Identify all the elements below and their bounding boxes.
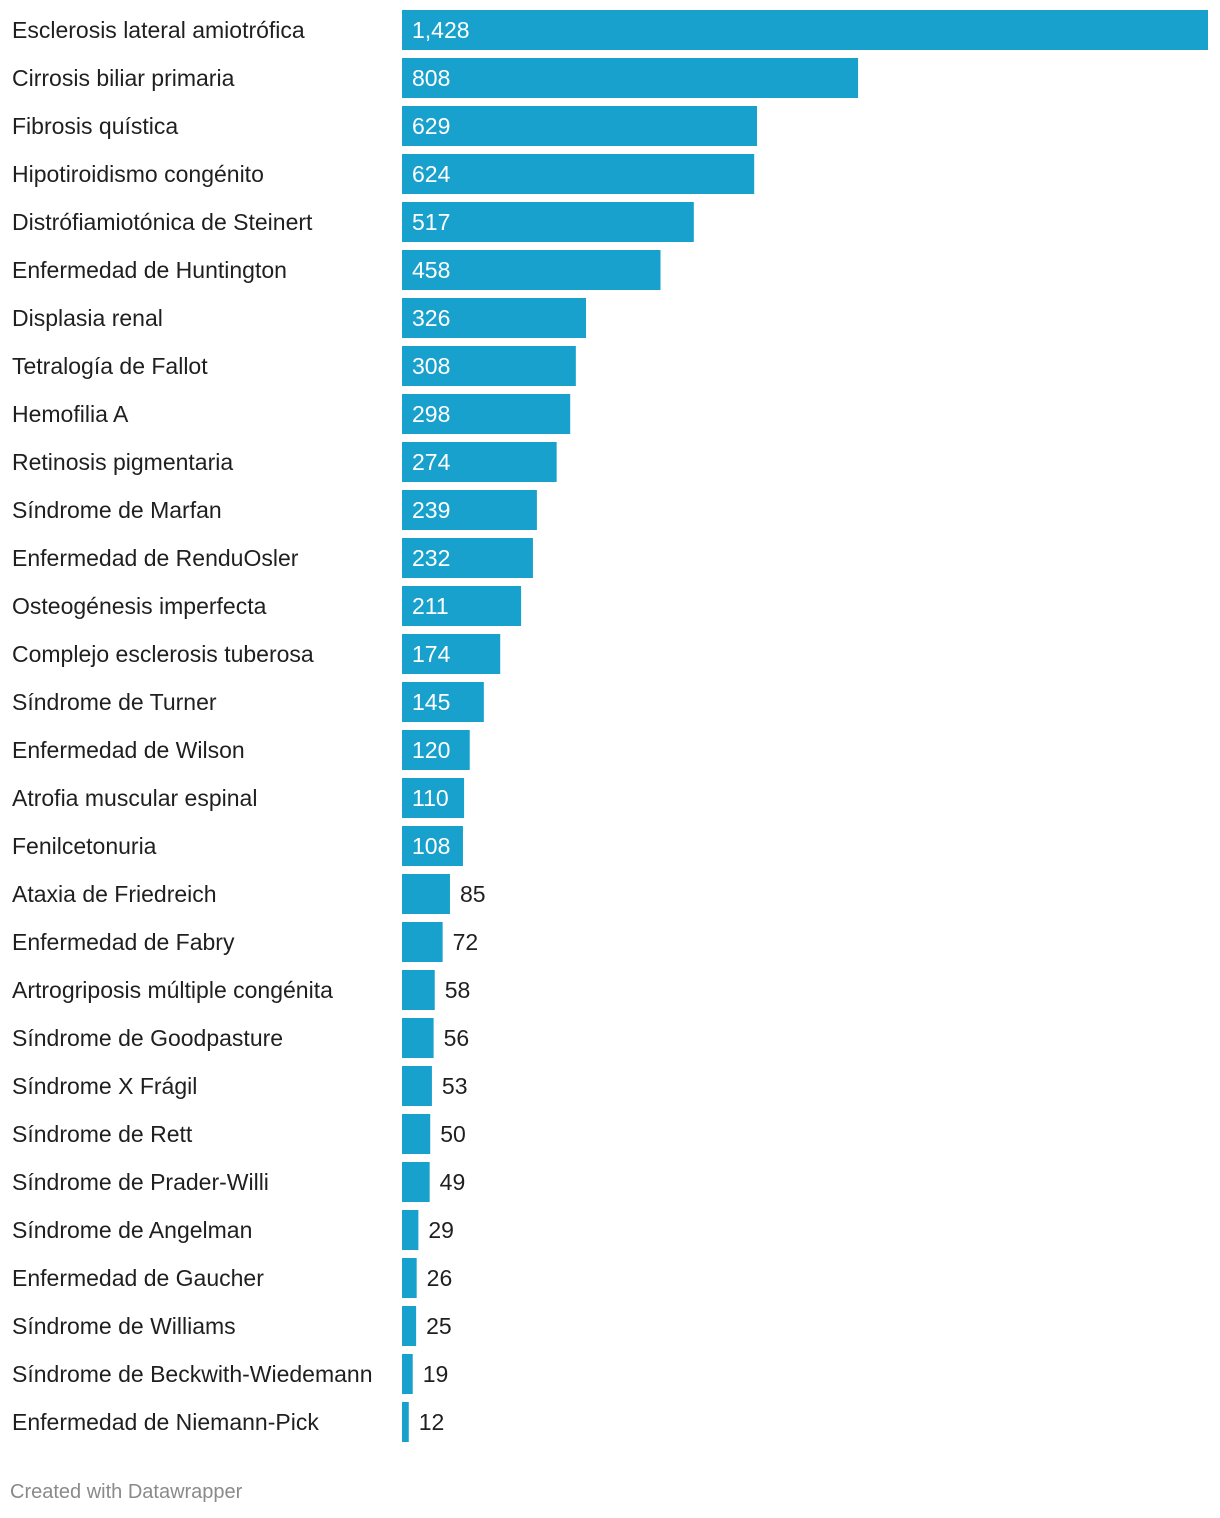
value-label: 1,428 — [412, 17, 470, 43]
bar — [402, 586, 522, 626]
bar — [402, 442, 557, 482]
category-label: Fibrosis quística — [12, 113, 178, 139]
value-label: 624 — [412, 161, 451, 187]
value-label: 274 — [412, 449, 451, 475]
value-label: 19 — [423, 1361, 449, 1387]
category-label: Síndrome de Beckwith-Wiedemann — [12, 1361, 373, 1387]
bar — [402, 394, 571, 434]
bar — [402, 826, 463, 866]
bar — [402, 1066, 432, 1106]
bar — [402, 538, 533, 578]
value-label: 85 — [460, 881, 486, 907]
value-label: 53 — [442, 1073, 468, 1099]
bar — [402, 10, 1208, 50]
bar — [402, 1162, 430, 1202]
value-label: 326 — [412, 305, 450, 331]
bar — [402, 154, 755, 194]
category-label: Enfermedad de Gaucher — [12, 1265, 264, 1291]
category-label: Enfermedad de Huntington — [12, 257, 287, 283]
bar — [402, 778, 465, 818]
category-label: Distrófiamiotónica de Steinert — [12, 209, 313, 235]
value-label: 239 — [412, 497, 450, 523]
value-label: 50 — [440, 1121, 466, 1147]
datawrapper-credit[interactable]: Created with Datawrapper — [10, 1481, 243, 1503]
bar — [402, 1018, 434, 1058]
bar — [402, 1258, 417, 1298]
category-label: Enfermedad de Wilson — [12, 737, 245, 763]
bar — [402, 1354, 413, 1394]
value-label: 458 — [412, 257, 450, 283]
bar — [402, 490, 537, 530]
value-label: 120 — [412, 737, 450, 763]
value-label: 517 — [412, 209, 450, 235]
bar — [402, 730, 470, 770]
bar — [402, 682, 484, 722]
value-label: 58 — [445, 977, 471, 1003]
value-label: 49 — [440, 1169, 466, 1195]
bar — [402, 634, 501, 674]
category-label: Síndrome de Rett — [12, 1121, 193, 1147]
category-label: Artrogriposis múltiple congénita — [12, 977, 333, 1003]
value-label: 232 — [412, 545, 450, 571]
category-label: Osteogénesis imperfecta — [12, 593, 267, 619]
bar — [402, 1114, 431, 1154]
value-label: 108 — [412, 833, 450, 859]
category-label: Síndrome de Goodpasture — [12, 1025, 283, 1051]
bar-chart: Esclerosis lateral amiotrófica 1,428 Cirro… — [12, 10, 1208, 1442]
value-label: 145 — [412, 689, 450, 715]
category-label: Tetralogía de Fallot — [12, 353, 208, 379]
value-label: 12 — [419, 1409, 445, 1435]
category-label: Ataxia de Friedreich — [12, 881, 217, 907]
value-label: 29 — [428, 1217, 454, 1243]
value-label: 808 — [412, 65, 450, 91]
category-label: Atrofia muscular espinal — [12, 785, 257, 811]
category-label: Retinosis pigmentaria — [12, 449, 233, 475]
bar — [402, 346, 576, 386]
bar — [402, 58, 859, 98]
category-label: Síndrome de Williams — [12, 1313, 236, 1339]
bar — [402, 1306, 417, 1346]
category-label: Cirrosis biliar primaria — [12, 65, 235, 91]
value-label: 56 — [444, 1025, 470, 1051]
value-label: 211 — [412, 593, 449, 619]
bar — [402, 874, 450, 914]
value-label: 26 — [427, 1265, 453, 1291]
category-label: Hipotiroidismo congénito — [12, 161, 264, 187]
value-label: 308 — [412, 353, 450, 379]
category-label: Hemofilia A — [12, 401, 129, 427]
bar — [402, 970, 435, 1010]
value-label: 25 — [426, 1313, 452, 1339]
category-label: Complejo esclerosis tuberosa — [12, 641, 314, 667]
category-label: Síndrome de Turner — [12, 689, 217, 715]
category-label: Síndrome X Frágil — [12, 1073, 197, 1099]
category-label: Esclerosis lateral amiotrófica — [12, 17, 305, 43]
category-label: Fenilcetonuria — [12, 833, 157, 859]
category-label: Síndrome de Angelman — [12, 1217, 252, 1243]
bar — [402, 250, 661, 290]
category-label: Síndrome de Marfan — [12, 497, 222, 523]
category-label: Enfermedad de Fabry — [12, 929, 235, 955]
bar — [402, 1210, 419, 1250]
category-label: Síndrome de Prader-Willi — [12, 1169, 269, 1195]
bar — [402, 106, 758, 146]
category-label: Displasia renal — [12, 305, 163, 331]
value-label: 72 — [453, 929, 479, 955]
category-label: Enfermedad de Niemann-Pick — [12, 1409, 319, 1435]
bar — [402, 1402, 409, 1442]
bar — [402, 298, 587, 338]
category-label: Enfermedad de RenduOsler — [12, 545, 299, 571]
bar — [402, 922, 443, 962]
value-label: 110 — [412, 785, 449, 811]
bar — [402, 202, 694, 242]
value-label: 298 — [412, 401, 450, 427]
value-label: 629 — [412, 113, 450, 139]
value-label: 174 — [412, 641, 451, 667]
